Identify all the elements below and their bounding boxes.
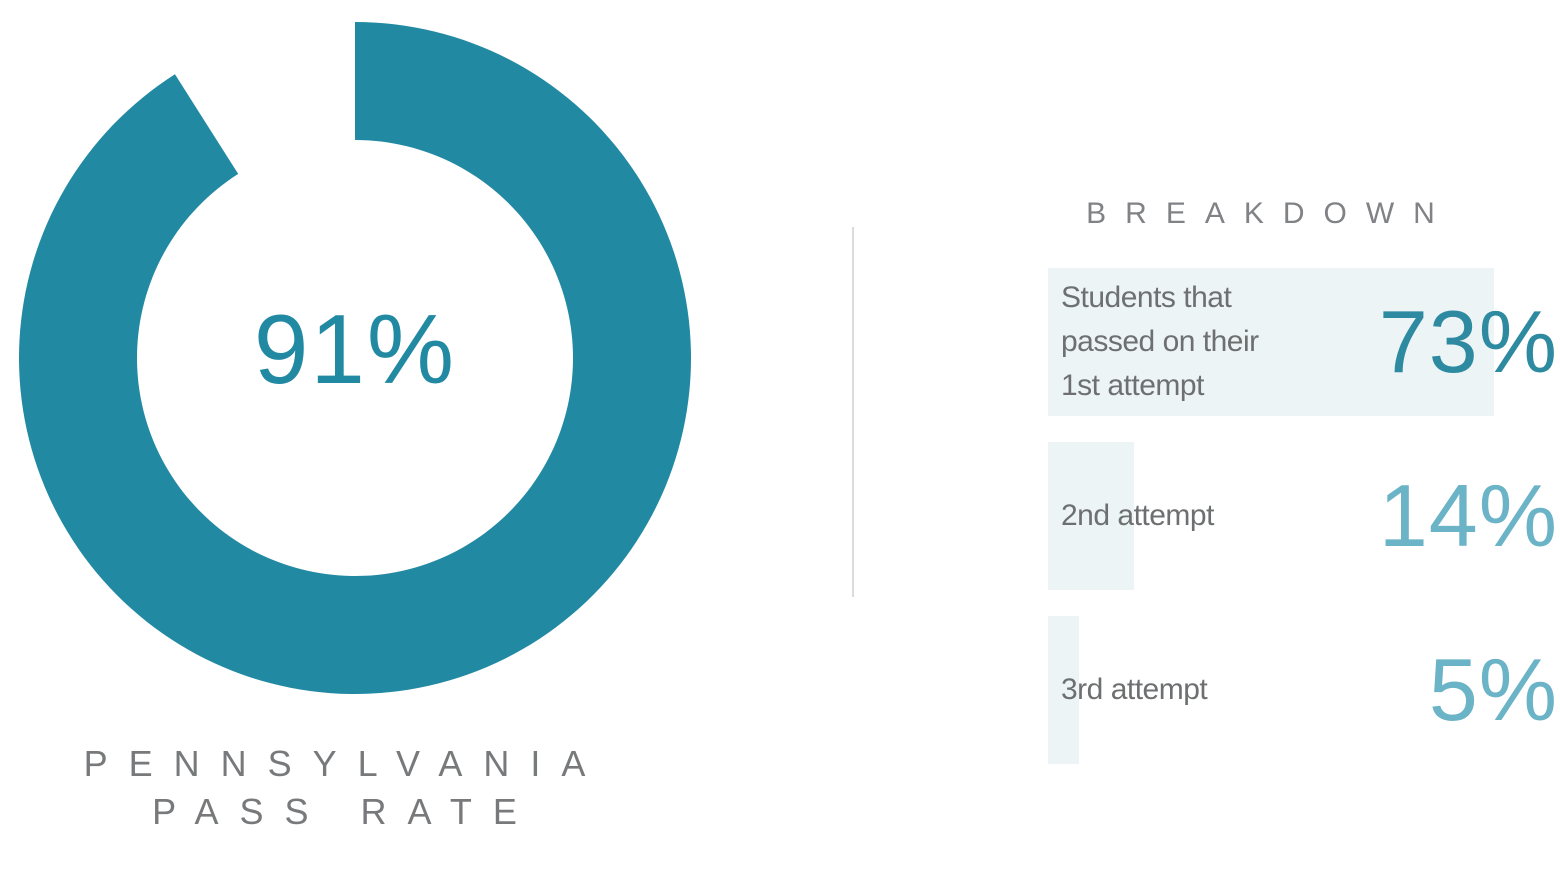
breakdown-row-second-attempt: 2nd attempt 14% xyxy=(1048,442,1560,590)
breakdown-value: 5% xyxy=(1428,640,1558,739)
donut-title-line-1: PENNSYLVANIA xyxy=(83,743,607,784)
breakdown-label: 2nd attempt xyxy=(1061,499,1214,532)
breakdown-value: 14% xyxy=(1378,466,1558,565)
breakdown-bar xyxy=(1048,442,1134,590)
breakdown-bar xyxy=(1048,268,1494,416)
pass-rate-donut-chart xyxy=(18,22,692,694)
breakdown-label: Students that passed on their 1st attemp… xyxy=(1061,281,1259,402)
section-divider xyxy=(852,227,854,597)
donut-center-value: 91% xyxy=(253,294,457,404)
breakdown-bar xyxy=(1048,616,1079,764)
donut-title-line-2: PASS RATE xyxy=(152,791,538,832)
breakdown-label: 3rd attempt xyxy=(1061,673,1208,706)
breakdown-row-third-attempt: 3rd attempt 5% xyxy=(1048,616,1560,764)
donut-slice-pass xyxy=(18,22,692,694)
breakdown-row-first-attempt: Students that passed on their 1st attemp… xyxy=(1048,268,1560,416)
breakdown-title: BREAKDOWN xyxy=(1086,197,1454,230)
breakdown-value: 73% xyxy=(1378,292,1558,391)
